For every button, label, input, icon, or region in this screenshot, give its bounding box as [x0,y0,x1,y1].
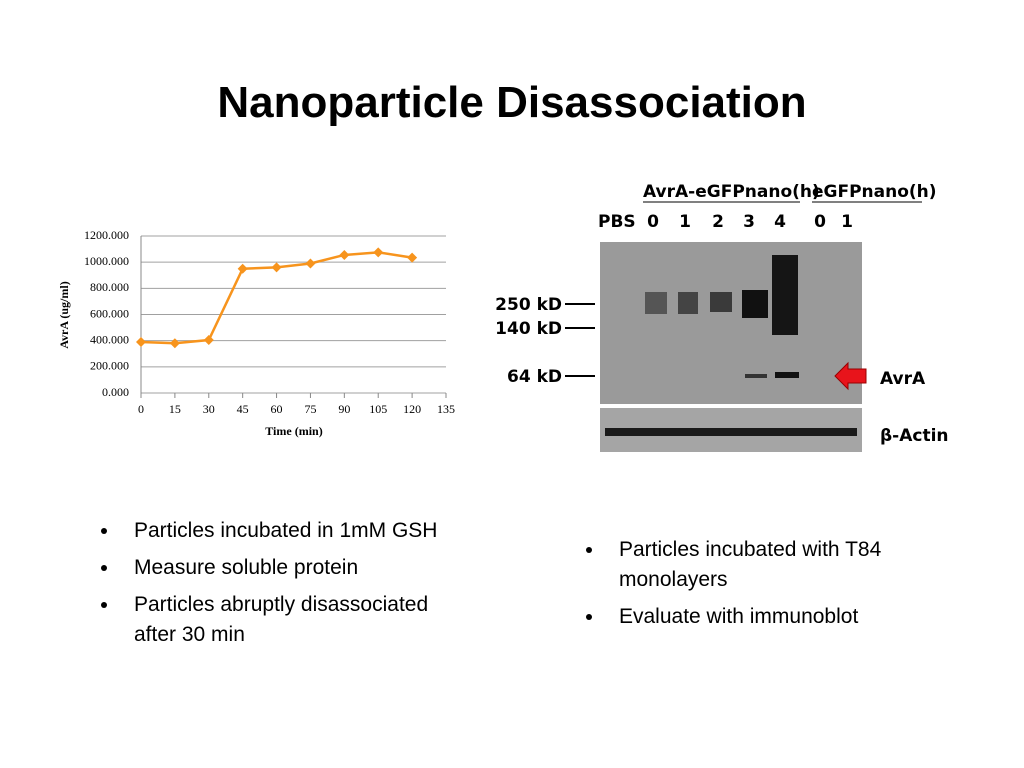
data-point [305,258,316,269]
arrow [834,361,867,391]
band [645,292,667,314]
x-tick-label: 0 [138,402,144,416]
band [710,292,732,312]
x-tick-label: 45 [237,402,249,416]
control-label: β-Actin [880,426,949,446]
y-tick-label: 1200.000 [84,228,129,242]
group-label: eGFPnano(h) [812,182,937,202]
size-marker: 140 kD [495,319,562,339]
x-axis-title: Time (min) [265,424,322,438]
lane-label: PBS [598,212,636,232]
data-point [373,247,384,258]
y-tick-label: 400.000 [90,332,129,346]
right-bullets: Particles incubated with T84 monolayers E… [565,535,945,639]
x-tick-label: 120 [403,402,421,416]
y-tick-label: 600.000 [90,306,129,320]
immunoblot: AvrA-eGFPnano(h) eGFPnano(h) AvrA β-Acti… [565,182,949,452]
data-point [203,335,214,346]
y-tick-label: 1000.000 [84,254,129,268]
data-point [237,263,248,274]
band [678,292,698,314]
bullet: Particles abruptly disassociated after 3… [120,590,450,650]
left-bullets: Particles incubated in 1mM GSH Measure so… [80,516,450,657]
y-tick-label: 200.000 [90,359,129,373]
group-label: AvrA-eGFPnano(h) [643,182,820,202]
x-tick-label: 90 [338,402,350,416]
band [772,255,798,335]
lane-label: 1 [841,212,853,232]
size-marker: 64 kD [507,367,562,387]
band [605,428,857,436]
x-tick-label: 60 [271,402,283,416]
bullet: Evaluate with immunoblot [605,602,945,632]
data-point [136,336,146,347]
lane-label: 4 [774,212,786,232]
x-tick-label: 135 [437,402,455,416]
x-tick-label: 15 [169,402,181,416]
x-tick-label: 75 [304,402,316,416]
y-tick-label: 0.000 [102,385,129,399]
lane-label: 2 [712,212,724,232]
blot-membrane [600,242,862,404]
y-axis-title: AvrA (ug/ml) [57,281,71,348]
data-point [407,252,418,263]
band [775,372,799,378]
y-tick-label: 800.000 [90,280,129,294]
lane-label: 0 [814,212,826,232]
slide-title: Nanoparticle Disassociation [217,78,807,127]
x-tick-label: 105 [369,402,387,416]
bullet: Particles incubated in 1mM GSH [120,516,450,546]
data-point [271,262,282,273]
size-marker: 250 kD [495,295,562,315]
data-point [339,249,350,260]
bullet: Particles incubated with T84 monolayers [605,535,945,595]
bullet: Measure soluble protein [120,553,450,583]
lane-label: 3 [743,212,755,232]
target-label: AvrA [880,369,926,389]
band [742,290,768,318]
lane-label: 0 [647,212,659,232]
data-point [169,338,180,349]
band [745,374,767,378]
lane-label: 1 [679,212,691,232]
x-tick-label: 30 [203,402,215,416]
